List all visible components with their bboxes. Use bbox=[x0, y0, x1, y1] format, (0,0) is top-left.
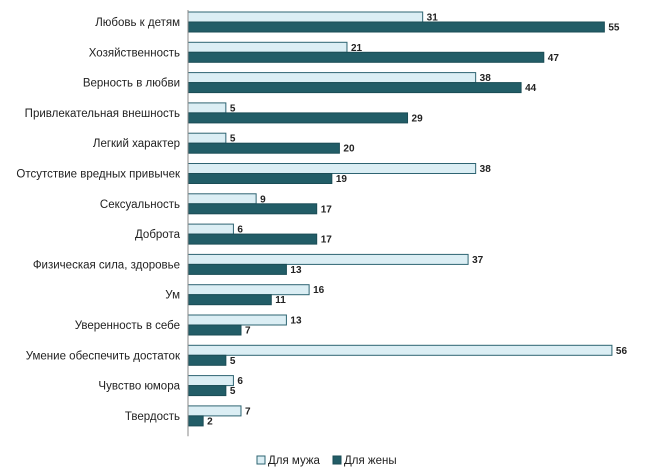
value-label-wife: 17 bbox=[321, 204, 333, 215]
bar-wife bbox=[187, 142, 340, 154]
category-label: Верность в любви bbox=[83, 78, 180, 90]
value-labels: 3155214738445295203819917617371316111375… bbox=[207, 13, 627, 428]
bar-husband bbox=[187, 253, 469, 265]
category-labels: Любовь к детям Хозяйственность Верность в … bbox=[16, 17, 181, 423]
legend-label-husband: Для мужа bbox=[268, 455, 321, 467]
bar-wife bbox=[187, 21, 605, 33]
value-label-wife: 7 bbox=[245, 326, 251, 337]
value-label-wife: 2 bbox=[207, 416, 213, 427]
value-label-husband: 56 bbox=[616, 346, 628, 357]
bar-wife bbox=[187, 324, 242, 336]
value-label-husband: 13 bbox=[290, 316, 302, 327]
bar-wife bbox=[187, 354, 227, 366]
bar-husband bbox=[187, 11, 424, 23]
bar-wife bbox=[187, 233, 318, 245]
category-label: Легкий характер bbox=[93, 138, 180, 150]
value-label-wife: 47 bbox=[548, 53, 560, 64]
value-label-husband: 16 bbox=[313, 285, 325, 296]
category-label: Физическая сила, здоровье bbox=[33, 259, 180, 271]
value-label-wife: 44 bbox=[525, 83, 537, 94]
category-label: Чувство юмора bbox=[98, 381, 180, 393]
bar-husband bbox=[187, 132, 227, 144]
value-label-husband: 6 bbox=[237, 376, 243, 387]
value-label-husband: 38 bbox=[480, 164, 492, 175]
bar-wife bbox=[187, 203, 318, 215]
bar-husband bbox=[187, 314, 287, 326]
category-label: Любовь к детям bbox=[95, 17, 180, 29]
category-label: Ум bbox=[165, 290, 180, 302]
legend-swatch-husband bbox=[256, 455, 266, 465]
value-label-wife: 17 bbox=[321, 235, 333, 246]
bar-wife bbox=[187, 263, 287, 275]
value-label-wife: 20 bbox=[343, 144, 355, 155]
value-label-husband: 37 bbox=[472, 255, 484, 266]
bar-husband bbox=[187, 284, 310, 296]
bar-husband bbox=[187, 163, 477, 174]
bar-wife bbox=[187, 294, 272, 306]
category-label: Хозяйственность bbox=[89, 47, 180, 59]
value-label-husband: 6 bbox=[237, 225, 243, 236]
value-label-wife: 5 bbox=[230, 356, 236, 367]
value-label-wife: 19 bbox=[336, 174, 348, 185]
value-label-husband: 31 bbox=[427, 13, 439, 24]
bar-wife bbox=[187, 385, 227, 397]
category-label: Уверенность в себе bbox=[75, 320, 180, 332]
bar-wife bbox=[187, 112, 409, 124]
bar-wife bbox=[187, 173, 333, 184]
bar-husband bbox=[187, 72, 477, 84]
bar-wife bbox=[187, 82, 522, 94]
value-label-husband: 5 bbox=[230, 134, 236, 145]
bar-wife bbox=[187, 415, 204, 427]
category-label: Твердость bbox=[125, 411, 180, 423]
bar-husband bbox=[187, 41, 348, 53]
bars bbox=[187, 11, 613, 427]
bar-wife bbox=[187, 51, 545, 63]
legend-label-wife: Для жены bbox=[344, 455, 397, 467]
legend: Для мужа Для жены bbox=[256, 455, 397, 467]
legend-swatch-wife bbox=[332, 455, 342, 465]
bar-husband bbox=[187, 223, 234, 235]
value-label-wife: 55 bbox=[608, 23, 620, 34]
value-label-husband: 7 bbox=[245, 406, 251, 417]
value-label-husband: 38 bbox=[480, 73, 492, 84]
bar-husband bbox=[187, 405, 242, 417]
value-label-wife: 29 bbox=[412, 113, 424, 124]
value-label-wife: 11 bbox=[275, 295, 286, 306]
bar-husband bbox=[187, 375, 234, 387]
value-label-husband: 21 bbox=[351, 43, 363, 54]
value-label-wife: 13 bbox=[290, 265, 302, 276]
value-label-husband: 5 bbox=[230, 103, 236, 114]
category-label: Умение обеспечить достаток bbox=[26, 350, 181, 362]
category-label: Привлекательная внешность bbox=[25, 108, 180, 120]
category-label: Доброта bbox=[135, 229, 181, 241]
category-label: Отсутствие вредных привычек bbox=[16, 169, 181, 181]
value-label-husband: 9 bbox=[260, 194, 266, 205]
category-label: Сексуальность bbox=[100, 199, 180, 211]
bar-husband bbox=[187, 344, 613, 356]
bar-husband bbox=[187, 102, 227, 114]
bar-husband bbox=[187, 193, 257, 205]
value-label-wife: 5 bbox=[230, 386, 236, 397]
